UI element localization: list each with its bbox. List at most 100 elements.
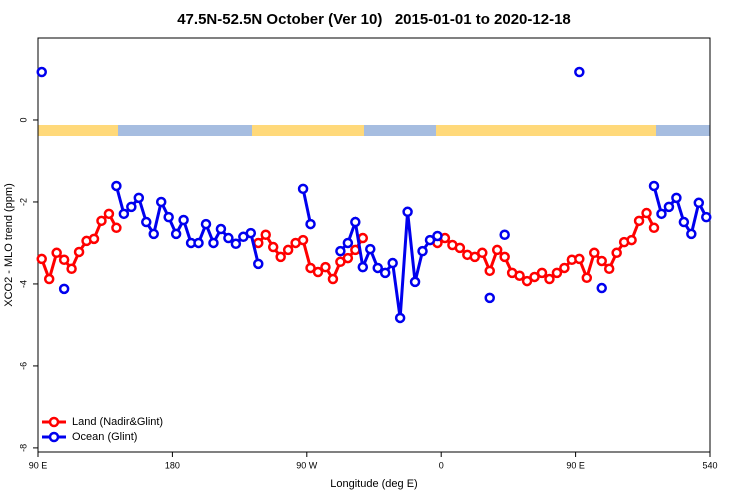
data-point bbox=[671, 192, 682, 204]
data-point bbox=[603, 263, 615, 275]
data-point bbox=[111, 180, 122, 192]
x-axis-label: Longitude (deg E) bbox=[330, 478, 417, 490]
data-point bbox=[193, 237, 204, 249]
data-point bbox=[686, 228, 697, 240]
data-point bbox=[641, 207, 652, 219]
y-tick-label: -8 bbox=[18, 444, 28, 452]
data-point bbox=[118, 208, 130, 220]
data-point bbox=[394, 312, 406, 324]
data-point bbox=[544, 273, 555, 285]
data-point bbox=[163, 211, 174, 223]
data-point bbox=[305, 262, 316, 274]
x-tick-label: 90 W bbox=[296, 460, 318, 470]
data-point bbox=[155, 196, 167, 208]
series bbox=[36, 207, 660, 287]
data-point bbox=[58, 283, 70, 295]
data-point bbox=[633, 215, 645, 227]
legend: Land (Nadir&Glint) Ocean (Glint) bbox=[42, 416, 163, 443]
y-tick-label: -4 bbox=[18, 280, 28, 288]
data-point bbox=[43, 273, 55, 285]
data-point bbox=[648, 222, 660, 234]
data-point bbox=[477, 247, 488, 259]
data-point bbox=[73, 246, 85, 258]
data-point bbox=[454, 242, 466, 254]
data-point bbox=[484, 292, 495, 304]
data-point bbox=[693, 197, 705, 209]
data-point bbox=[596, 255, 607, 267]
data-point bbox=[200, 218, 212, 230]
data-point bbox=[491, 244, 503, 256]
data-point bbox=[417, 245, 428, 257]
data-point bbox=[312, 266, 324, 278]
data-point bbox=[402, 206, 413, 218]
data-point bbox=[536, 267, 548, 279]
data-point bbox=[365, 243, 376, 255]
data-point bbox=[223, 232, 234, 244]
land-band bbox=[436, 125, 656, 136]
data-point bbox=[215, 223, 227, 235]
series-line bbox=[339, 211, 439, 319]
data-point bbox=[589, 247, 600, 259]
data-point bbox=[51, 247, 62, 259]
data-point bbox=[178, 214, 189, 226]
legend-label: Land (Nadir&Glint) bbox=[72, 416, 163, 428]
data-point bbox=[701, 211, 712, 223]
data-point bbox=[305, 218, 316, 230]
series bbox=[36, 66, 712, 324]
data-point bbox=[342, 252, 354, 264]
data-point bbox=[253, 237, 264, 249]
y-tick-label: 0 bbox=[18, 117, 28, 122]
data-point bbox=[126, 201, 137, 213]
data-point bbox=[432, 230, 443, 242]
data-point bbox=[596, 282, 607, 294]
data-point bbox=[656, 208, 667, 220]
data-point bbox=[96, 215, 107, 227]
data-point bbox=[648, 180, 660, 192]
plot-frame bbox=[37, 37, 711, 453]
data-point bbox=[521, 275, 533, 287]
data-point bbox=[581, 272, 593, 284]
data-point bbox=[133, 192, 145, 204]
data-point bbox=[36, 66, 47, 78]
y-tick-label: -2 bbox=[18, 198, 28, 206]
data-point bbox=[297, 183, 309, 195]
data-point bbox=[551, 267, 563, 279]
data-point bbox=[230, 238, 242, 250]
data-point bbox=[253, 258, 264, 270]
data-point bbox=[342, 237, 354, 249]
data-point bbox=[409, 276, 421, 288]
chart-title: 47.5N-52.5N October (Ver 10) 2015-01-01 … bbox=[177, 11, 571, 28]
data-point bbox=[350, 216, 361, 228]
data-point bbox=[267, 241, 279, 253]
data-point bbox=[297, 234, 309, 246]
x-tick-label: 0 bbox=[439, 460, 444, 470]
data-point bbox=[320, 261, 331, 273]
data-point bbox=[88, 233, 100, 245]
data-point bbox=[282, 244, 294, 256]
data-point bbox=[170, 228, 182, 240]
surface-band bbox=[38, 125, 710, 136]
data-point bbox=[357, 232, 369, 244]
x-tick-label: 180 bbox=[165, 460, 180, 470]
data-point bbox=[372, 262, 383, 274]
y-axis-label: XCO2 - MLO trend (ppm) bbox=[3, 183, 15, 306]
data-point bbox=[148, 228, 159, 240]
data-point bbox=[678, 216, 690, 228]
data-point bbox=[574, 66, 585, 78]
data-point bbox=[499, 229, 510, 241]
x-tick-label: 90 E bbox=[29, 460, 48, 470]
data-point bbox=[626, 234, 637, 246]
data-point bbox=[663, 201, 675, 213]
x-tick-label: 540 bbox=[702, 460, 717, 470]
legend-label: Ocean (Glint) bbox=[72, 431, 137, 443]
data-point bbox=[141, 216, 152, 228]
data-point bbox=[559, 262, 570, 274]
data-point bbox=[387, 257, 398, 269]
land-band bbox=[38, 125, 118, 136]
data-point bbox=[245, 227, 257, 239]
data-point bbox=[58, 254, 70, 266]
data-point bbox=[499, 251, 510, 263]
x-tick-label: 90 E bbox=[566, 460, 585, 470]
data-point bbox=[103, 208, 115, 220]
data-point bbox=[574, 253, 585, 265]
